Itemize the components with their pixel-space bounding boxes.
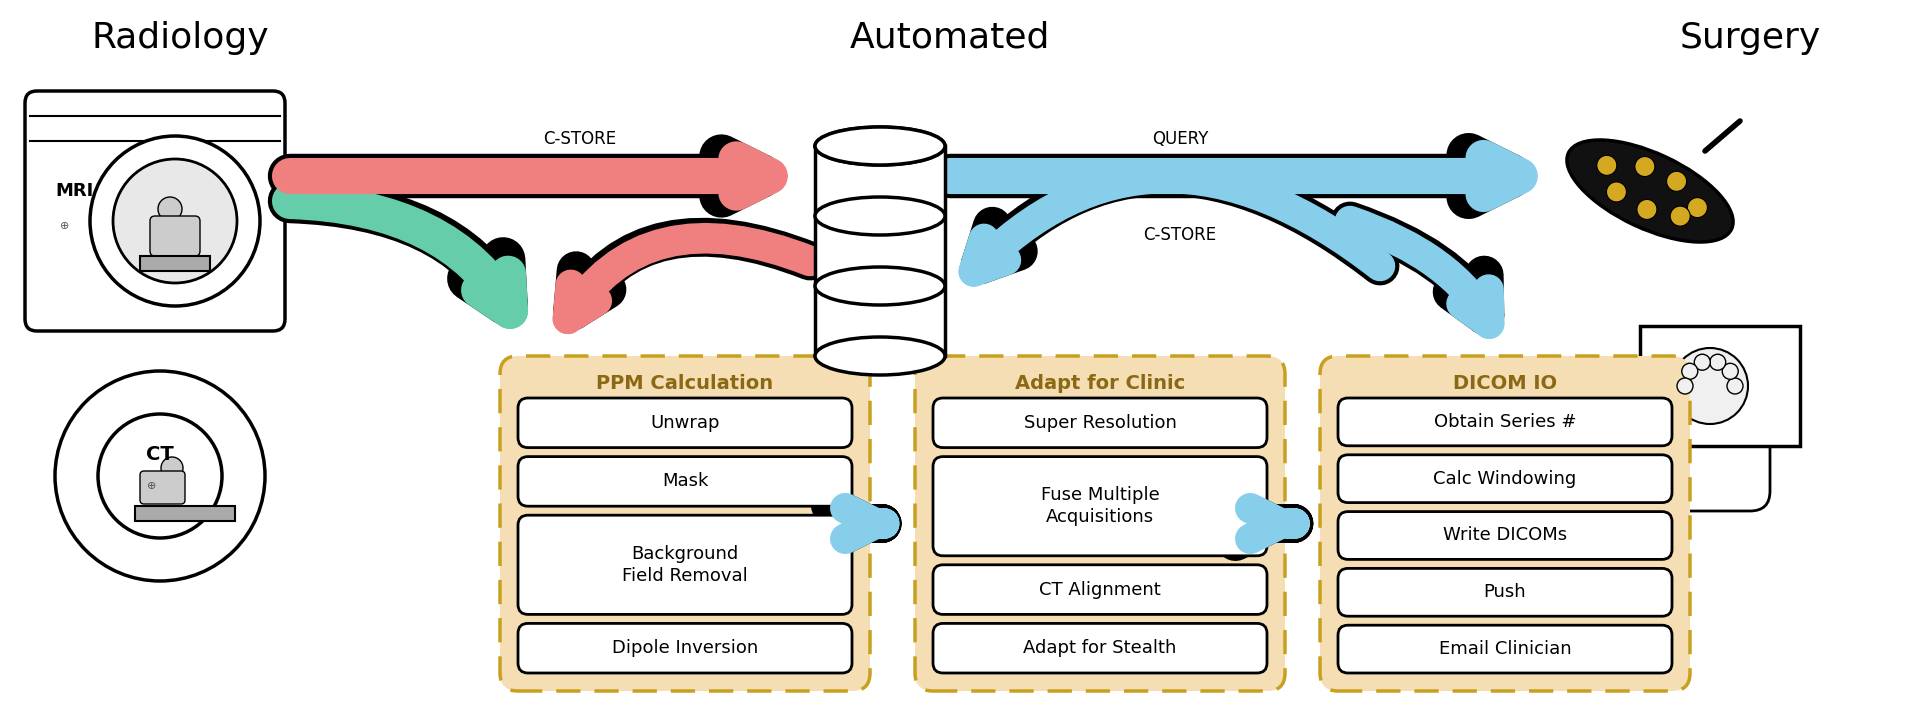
Ellipse shape xyxy=(814,197,945,235)
FancyBboxPatch shape xyxy=(1338,626,1672,673)
FancyBboxPatch shape xyxy=(134,506,234,521)
Circle shape xyxy=(1722,364,1738,379)
FancyBboxPatch shape xyxy=(1521,426,1770,511)
Circle shape xyxy=(113,159,236,283)
FancyBboxPatch shape xyxy=(25,91,284,331)
FancyBboxPatch shape xyxy=(933,565,1267,614)
FancyArrowPatch shape xyxy=(572,237,810,311)
Text: PPM Calculation: PPM Calculation xyxy=(597,374,774,393)
Ellipse shape xyxy=(814,127,945,165)
Text: ⊕: ⊕ xyxy=(60,221,69,231)
FancyArrowPatch shape xyxy=(568,238,810,319)
FancyBboxPatch shape xyxy=(1338,568,1672,616)
FancyBboxPatch shape xyxy=(1338,455,1672,503)
Ellipse shape xyxy=(814,337,945,375)
FancyBboxPatch shape xyxy=(933,623,1267,673)
FancyBboxPatch shape xyxy=(1338,398,1672,445)
FancyBboxPatch shape xyxy=(150,216,200,256)
FancyArrowPatch shape xyxy=(845,508,883,539)
FancyBboxPatch shape xyxy=(1338,512,1672,559)
Circle shape xyxy=(1670,206,1690,226)
FancyArrowPatch shape xyxy=(1235,505,1294,542)
Circle shape xyxy=(157,197,182,221)
Circle shape xyxy=(1672,348,1747,424)
FancyBboxPatch shape xyxy=(499,356,870,691)
Ellipse shape xyxy=(814,127,945,165)
Text: Write DICOMs: Write DICOMs xyxy=(1444,527,1567,544)
FancyBboxPatch shape xyxy=(518,623,852,673)
Circle shape xyxy=(56,371,265,581)
Text: ⊕: ⊕ xyxy=(148,481,157,491)
Text: CT Alignment: CT Alignment xyxy=(1039,580,1162,599)
FancyBboxPatch shape xyxy=(1640,326,1801,446)
Text: DICOM IO: DICOM IO xyxy=(1453,374,1557,393)
FancyBboxPatch shape xyxy=(140,256,209,271)
FancyBboxPatch shape xyxy=(916,356,1284,691)
Text: Fuse Multiple
Acquisitions: Fuse Multiple Acquisitions xyxy=(1041,486,1160,526)
FancyBboxPatch shape xyxy=(518,515,852,614)
Ellipse shape xyxy=(814,267,945,305)
Text: Push: Push xyxy=(1484,583,1526,602)
Text: Unwrap: Unwrap xyxy=(651,414,720,432)
FancyBboxPatch shape xyxy=(518,398,852,448)
Text: Adapt for Clinic: Adapt for Clinic xyxy=(1016,374,1185,393)
Text: Calc Windowing: Calc Windowing xyxy=(1434,469,1576,488)
Text: QUERY: QUERY xyxy=(1152,130,1208,148)
Circle shape xyxy=(1634,157,1655,176)
Text: Super Resolution: Super Resolution xyxy=(1023,414,1177,432)
Circle shape xyxy=(1597,155,1617,175)
Bar xyxy=(818,126,943,148)
FancyBboxPatch shape xyxy=(933,457,1267,556)
Circle shape xyxy=(1693,354,1711,370)
FancyBboxPatch shape xyxy=(1321,356,1690,691)
Text: C-STORE: C-STORE xyxy=(1144,226,1217,244)
Text: Background
Field Removal: Background Field Removal xyxy=(622,545,749,585)
Circle shape xyxy=(1607,182,1626,202)
FancyBboxPatch shape xyxy=(933,398,1267,448)
FancyArrowPatch shape xyxy=(950,155,1511,197)
FancyBboxPatch shape xyxy=(140,471,184,504)
Text: Adapt for Stealth: Adapt for Stealth xyxy=(1023,639,1177,657)
Circle shape xyxy=(90,136,259,306)
FancyArrowPatch shape xyxy=(290,157,760,196)
Circle shape xyxy=(1638,199,1657,220)
Text: Dipole Inversion: Dipole Inversion xyxy=(612,639,758,657)
FancyArrowPatch shape xyxy=(290,201,511,311)
FancyBboxPatch shape xyxy=(1530,429,1680,464)
Circle shape xyxy=(1688,198,1707,217)
FancyArrowPatch shape xyxy=(973,178,1380,271)
FancyArrowPatch shape xyxy=(950,158,1519,194)
Circle shape xyxy=(1667,172,1686,191)
Bar xyxy=(814,146,945,356)
FancyArrowPatch shape xyxy=(831,505,881,542)
Circle shape xyxy=(1726,378,1743,394)
Circle shape xyxy=(98,414,223,538)
Circle shape xyxy=(1676,378,1693,394)
FancyArrowPatch shape xyxy=(290,160,770,193)
FancyArrowPatch shape xyxy=(1250,508,1294,539)
FancyArrowPatch shape xyxy=(290,201,505,303)
Text: Automated: Automated xyxy=(851,21,1050,55)
Text: CT: CT xyxy=(146,445,175,464)
Ellipse shape xyxy=(1567,140,1734,242)
Text: Mask: Mask xyxy=(662,472,708,491)
Text: MRI: MRI xyxy=(56,182,94,200)
FancyBboxPatch shape xyxy=(518,457,852,506)
Circle shape xyxy=(161,457,182,479)
FancyArrowPatch shape xyxy=(1350,221,1490,324)
Text: Surgery: Surgery xyxy=(1680,21,1820,55)
FancyArrowPatch shape xyxy=(1350,221,1484,316)
Text: Obtain Series #: Obtain Series # xyxy=(1434,413,1576,431)
FancyArrowPatch shape xyxy=(981,176,1380,266)
Circle shape xyxy=(1709,354,1726,370)
Text: Radiology: Radiology xyxy=(90,21,269,55)
Circle shape xyxy=(1509,376,1580,446)
Text: C-STORE: C-STORE xyxy=(543,130,616,148)
Circle shape xyxy=(1682,364,1697,379)
Text: Email Clinician: Email Clinician xyxy=(1438,640,1571,658)
